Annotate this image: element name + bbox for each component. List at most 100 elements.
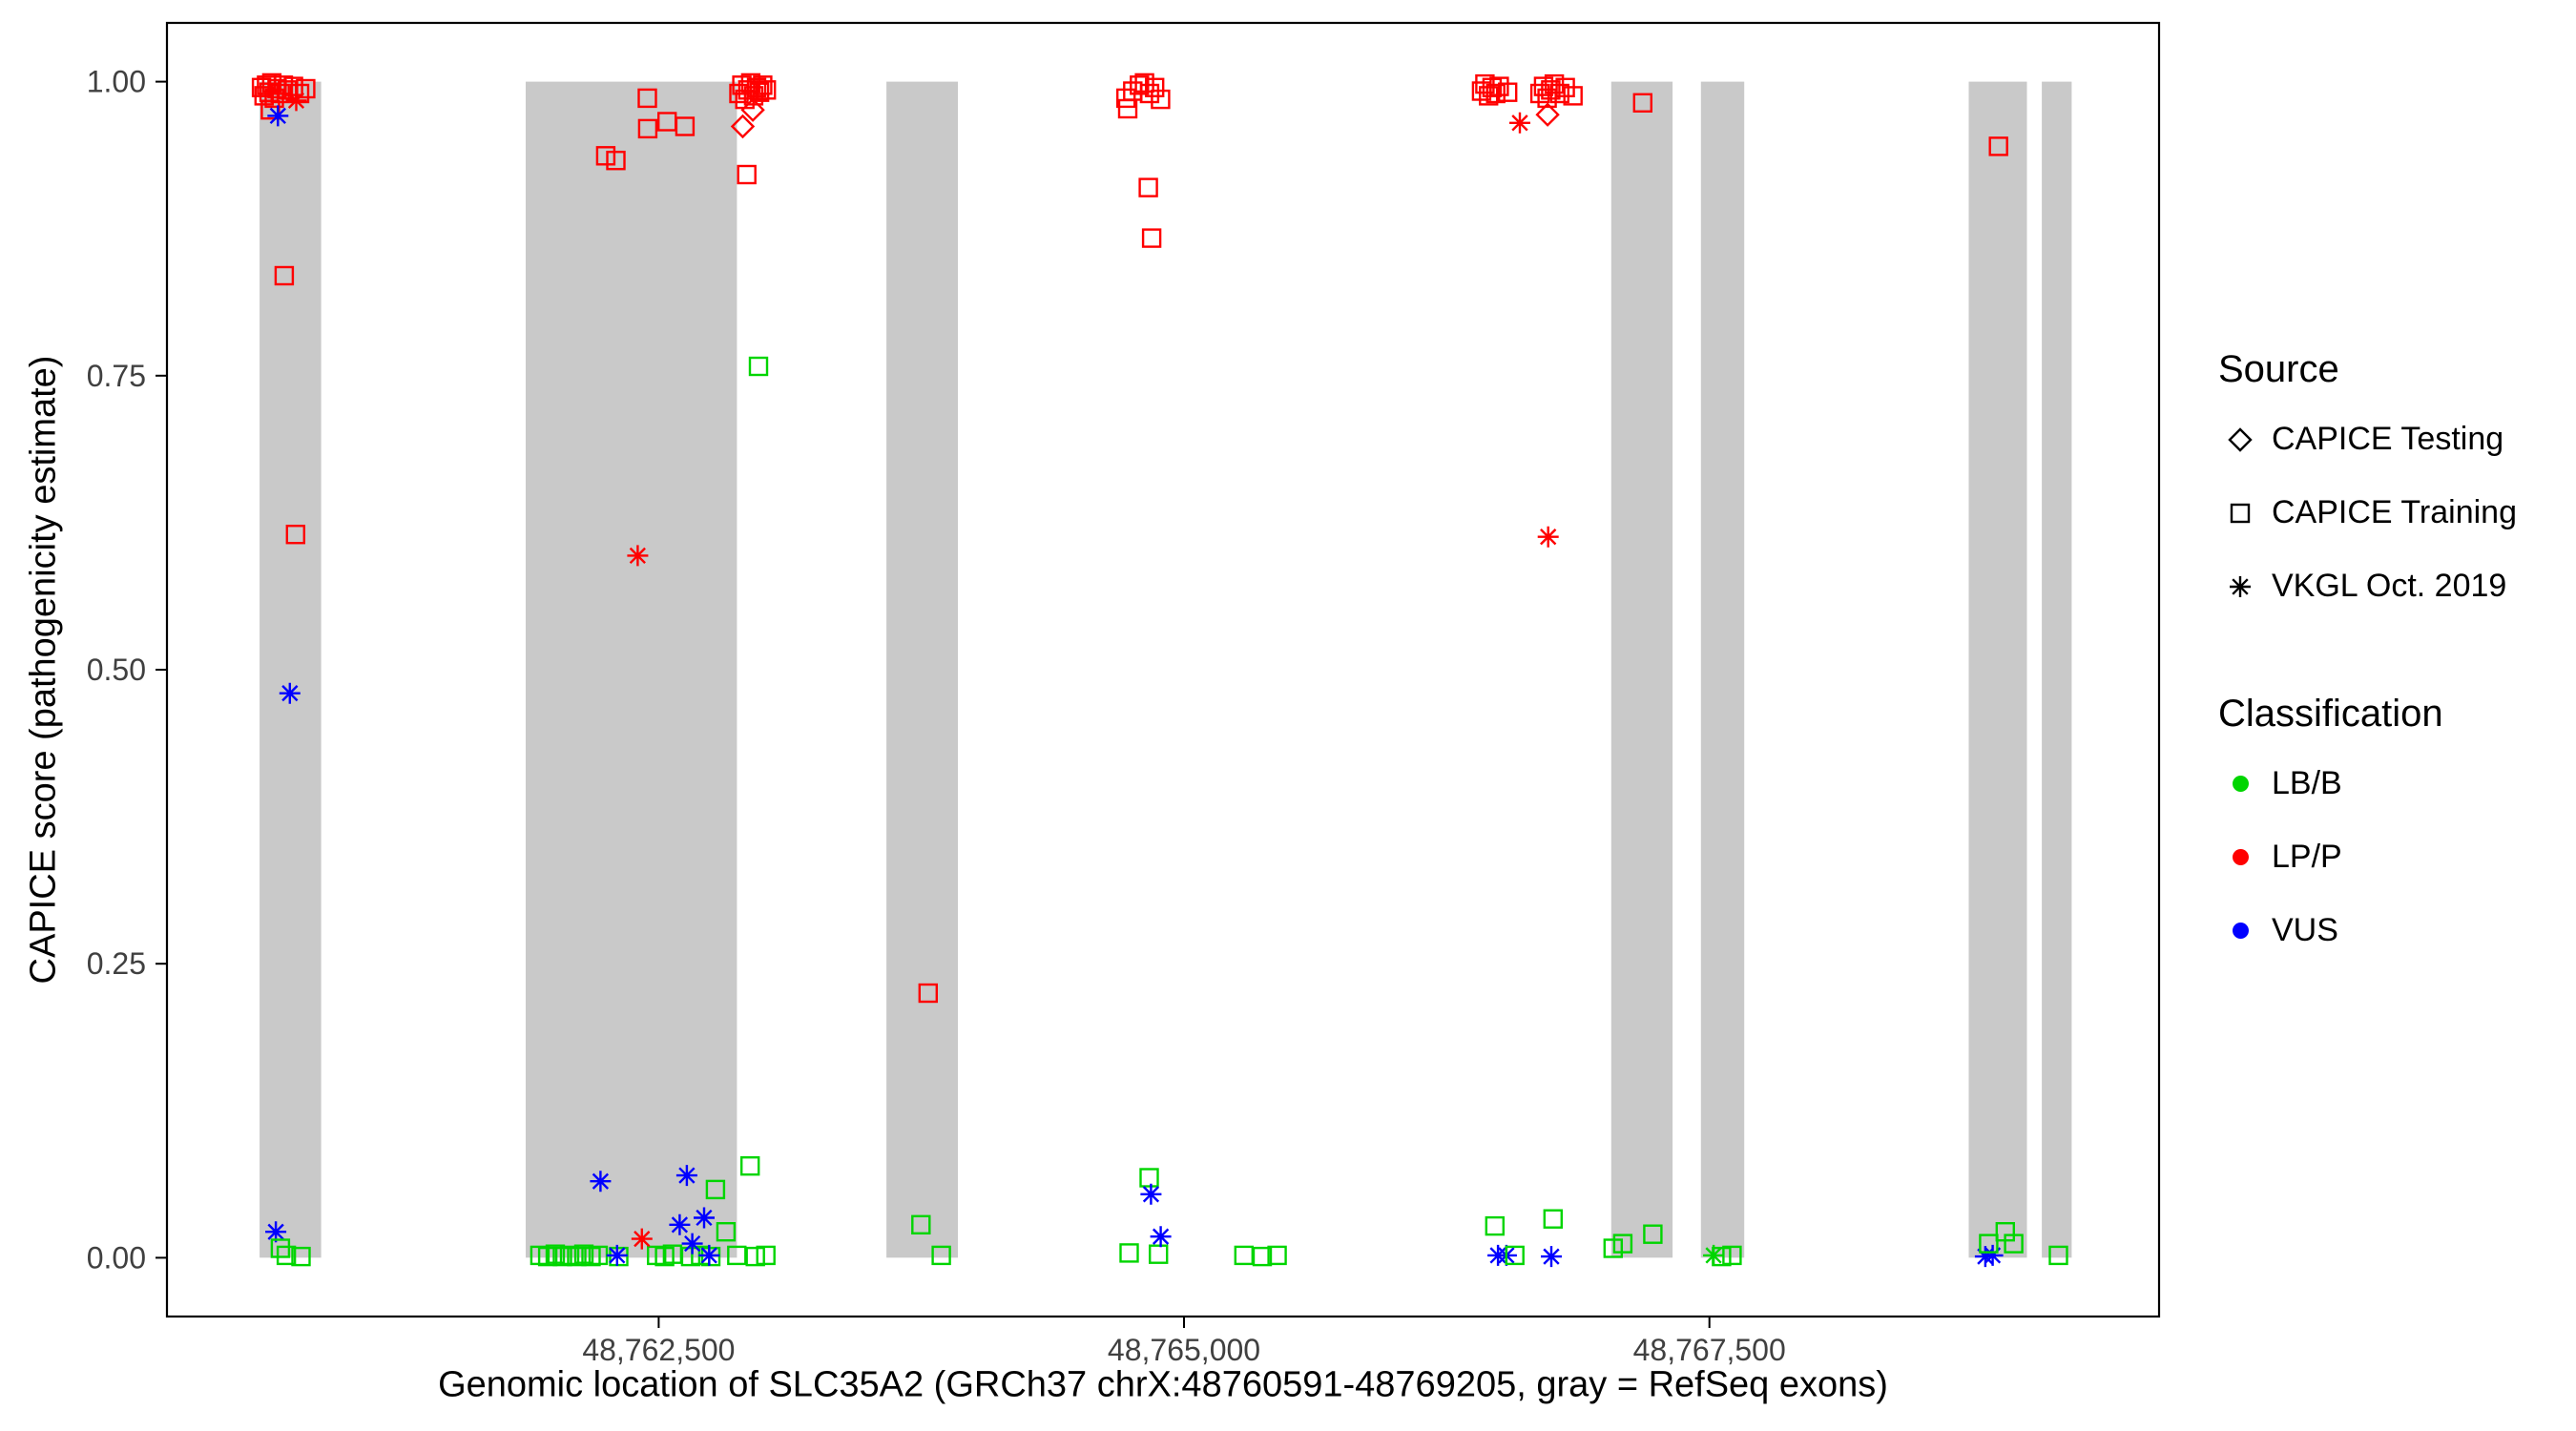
data-point-asterisk bbox=[631, 1228, 653, 1250]
data-point-asterisk bbox=[1982, 1244, 2004, 1266]
data-point-asterisk bbox=[285, 90, 307, 112]
data-point-square bbox=[289, 83, 310, 104]
data-point-square bbox=[911, 1214, 931, 1235]
data-point-diamond bbox=[740, 97, 765, 122]
x-tick-label: 48,767,500 bbox=[1633, 1333, 1786, 1367]
data-point-asterisk bbox=[265, 1221, 287, 1243]
legend-item-label: VUS bbox=[2272, 912, 2338, 948]
data-point-square bbox=[745, 1246, 765, 1267]
data-point-asterisk bbox=[669, 1213, 691, 1235]
refseq-exon-band bbox=[1610, 81, 1673, 1258]
legend-item-lpp: LP/P bbox=[2218, 820, 2571, 894]
refseq-exon-band bbox=[1700, 81, 1745, 1258]
refseq-exon-band bbox=[1968, 81, 2027, 1258]
data-point-square bbox=[1119, 1243, 1139, 1263]
data-point-square bbox=[291, 1246, 311, 1267]
data-point-square bbox=[1612, 1234, 1633, 1254]
asterisk-marker-icon bbox=[2218, 570, 2262, 603]
data-point-square bbox=[2048, 1245, 2068, 1266]
data-point-square bbox=[595, 146, 616, 166]
refseq-exon-band bbox=[886, 81, 958, 1258]
red-dot-icon bbox=[2218, 849, 2262, 865]
data-point-square bbox=[1234, 1245, 1255, 1266]
diamond-marker-icon bbox=[2218, 424, 2262, 456]
panel-border bbox=[165, 21, 2161, 1318]
legend-item-label: CAPICE Training bbox=[2272, 494, 2517, 530]
data-point-square bbox=[606, 150, 626, 171]
data-point-square bbox=[1144, 77, 1165, 98]
data-point-square bbox=[567, 1246, 587, 1267]
y-tick-label: 0.00 bbox=[87, 1240, 146, 1275]
y-tick-label: 0.75 bbox=[87, 359, 146, 393]
data-point-asterisk bbox=[1509, 112, 1530, 134]
legend-classification-title: Classification bbox=[2218, 692, 2443, 735]
data-point-square bbox=[274, 265, 295, 286]
data-point-square bbox=[705, 1179, 726, 1200]
data-point-square bbox=[1543, 1209, 1564, 1229]
data-point-square bbox=[1549, 83, 1570, 104]
legend-item-lbb: LB/B bbox=[2218, 747, 2571, 820]
data-point-square bbox=[918, 983, 938, 1004]
data-point-square bbox=[740, 1155, 760, 1176]
data-point-square bbox=[1632, 93, 1653, 114]
data-point-square bbox=[746, 77, 767, 98]
data-point-square bbox=[1485, 1215, 1506, 1236]
legend-item-vkgl: VKGL Oct. 2019 bbox=[2218, 550, 2571, 623]
legend-source-title: Source bbox=[2218, 347, 2339, 390]
x-tick-label: 48,762,500 bbox=[582, 1333, 735, 1367]
data-point-square bbox=[637, 118, 658, 139]
data-point-square bbox=[545, 1244, 566, 1264]
data-point-square bbox=[1722, 1245, 1742, 1266]
refseq-exon-band bbox=[2042, 81, 2072, 1258]
data-point-square bbox=[1712, 1246, 1732, 1267]
data-point-asterisk bbox=[590, 1171, 612, 1192]
y-tick-label: 0.50 bbox=[87, 653, 146, 687]
data-point-asterisk bbox=[279, 682, 301, 704]
data-point-asterisk bbox=[1140, 1183, 1162, 1205]
data-point-asterisk bbox=[1537, 526, 1559, 548]
data-point-diamond bbox=[730, 114, 756, 139]
data-point-asterisk bbox=[267, 105, 289, 127]
data-point-square bbox=[270, 1238, 291, 1258]
data-point-square bbox=[1139, 83, 1160, 104]
blue-dot-icon bbox=[2218, 923, 2262, 939]
data-point-square bbox=[1643, 1224, 1663, 1244]
legend-item-label: LP/P bbox=[2272, 839, 2342, 875]
data-point-square bbox=[1115, 88, 1136, 109]
square-marker-icon bbox=[2218, 497, 2262, 529]
legend: Source CAPICE Testing CAPICE Training bbox=[2218, 336, 2571, 967]
data-point-square bbox=[931, 1245, 951, 1266]
data-point-square bbox=[285, 525, 305, 545]
data-point-square bbox=[296, 78, 316, 99]
y-tick-label: 1.00 bbox=[87, 65, 146, 99]
green-dot-icon bbox=[2218, 776, 2262, 792]
data-point-square bbox=[1139, 1168, 1159, 1188]
data-point-square bbox=[749, 82, 770, 102]
legend-spacer bbox=[2218, 623, 2571, 680]
data-point-square bbox=[748, 356, 769, 377]
legend-item-label: LB/B bbox=[2272, 765, 2342, 801]
data-point-square bbox=[753, 75, 773, 95]
data-point-square bbox=[1563, 86, 1583, 106]
data-point-square bbox=[1148, 1244, 1169, 1264]
data-point-square bbox=[1979, 1234, 1999, 1254]
data-point-asterisk bbox=[606, 1244, 628, 1266]
data-point-square bbox=[637, 88, 657, 109]
data-point-square bbox=[1485, 83, 1506, 104]
data-point-asterisk bbox=[675, 1165, 697, 1187]
data-point-square bbox=[573, 1244, 594, 1264]
data-point-square bbox=[1117, 98, 1138, 119]
refseq-exon-band bbox=[260, 81, 322, 1258]
data-point-square bbox=[1505, 1245, 1525, 1266]
data-point-square bbox=[716, 1221, 737, 1242]
legend-item-vus: VUS bbox=[2218, 894, 2571, 967]
data-point-diamond bbox=[1535, 102, 1560, 127]
data-point-square bbox=[1497, 82, 1518, 102]
data-point-square bbox=[1267, 1245, 1287, 1266]
refseq-exon-band bbox=[526, 81, 737, 1258]
legend-item-capice-testing: CAPICE Testing bbox=[2218, 403, 2571, 476]
data-point-square bbox=[756, 1245, 776, 1266]
data-point-asterisk bbox=[627, 545, 649, 567]
data-point-square bbox=[2004, 1234, 2024, 1254]
